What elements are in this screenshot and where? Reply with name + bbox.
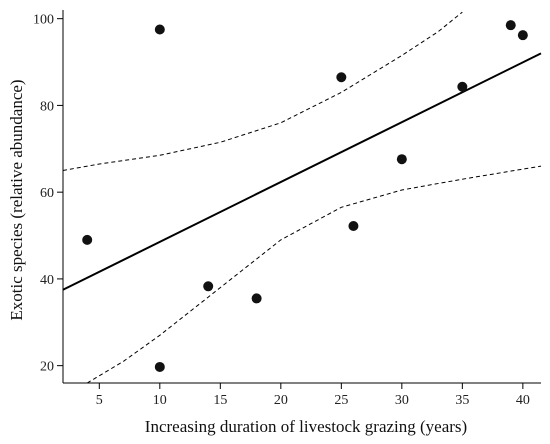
y-tick-label: 60 <box>40 186 54 201</box>
data-point <box>517 30 528 41</box>
x-tick-label: 30 <box>395 393 409 408</box>
x-tick-label: 10 <box>153 393 167 408</box>
y-axis-title: Exotic species (relative abundance) <box>7 79 26 320</box>
data-point <box>251 293 262 304</box>
data-point <box>336 72 347 83</box>
data-point <box>154 24 165 35</box>
data-point <box>82 234 93 245</box>
y-tick-label: 20 <box>40 360 54 375</box>
data-point <box>203 281 214 292</box>
x-tick-label: 5 <box>96 393 103 408</box>
lower-confidence-line <box>86 165 542 384</box>
x-tick-label: 40 <box>516 393 530 408</box>
y-tick-label: 40 <box>40 273 54 288</box>
fit-line <box>62 52 542 291</box>
x-tick-label: 20 <box>274 393 288 408</box>
data-point <box>396 154 407 165</box>
data-point <box>457 81 468 92</box>
ticks: 5 10 15 20 25 30 35 40 20 40 60 80 100 <box>33 13 530 408</box>
data-point <box>154 361 165 372</box>
upper-confidence-line <box>62 11 463 171</box>
regression <box>62 52 542 291</box>
y-tick-label: 80 <box>40 99 54 114</box>
confidence-band <box>62 11 542 384</box>
x-tick-label: 35 <box>455 393 469 408</box>
data-point <box>505 20 516 31</box>
x-tick-label: 15 <box>213 393 227 408</box>
y-tick-label: 100 <box>33 13 54 28</box>
x-tick-label: 25 <box>334 393 348 408</box>
data-points <box>82 20 528 372</box>
axes <box>62 10 541 384</box>
data-point <box>348 220 359 231</box>
x-axis-title: Increasing duration of livestock grazing… <box>145 417 467 436</box>
